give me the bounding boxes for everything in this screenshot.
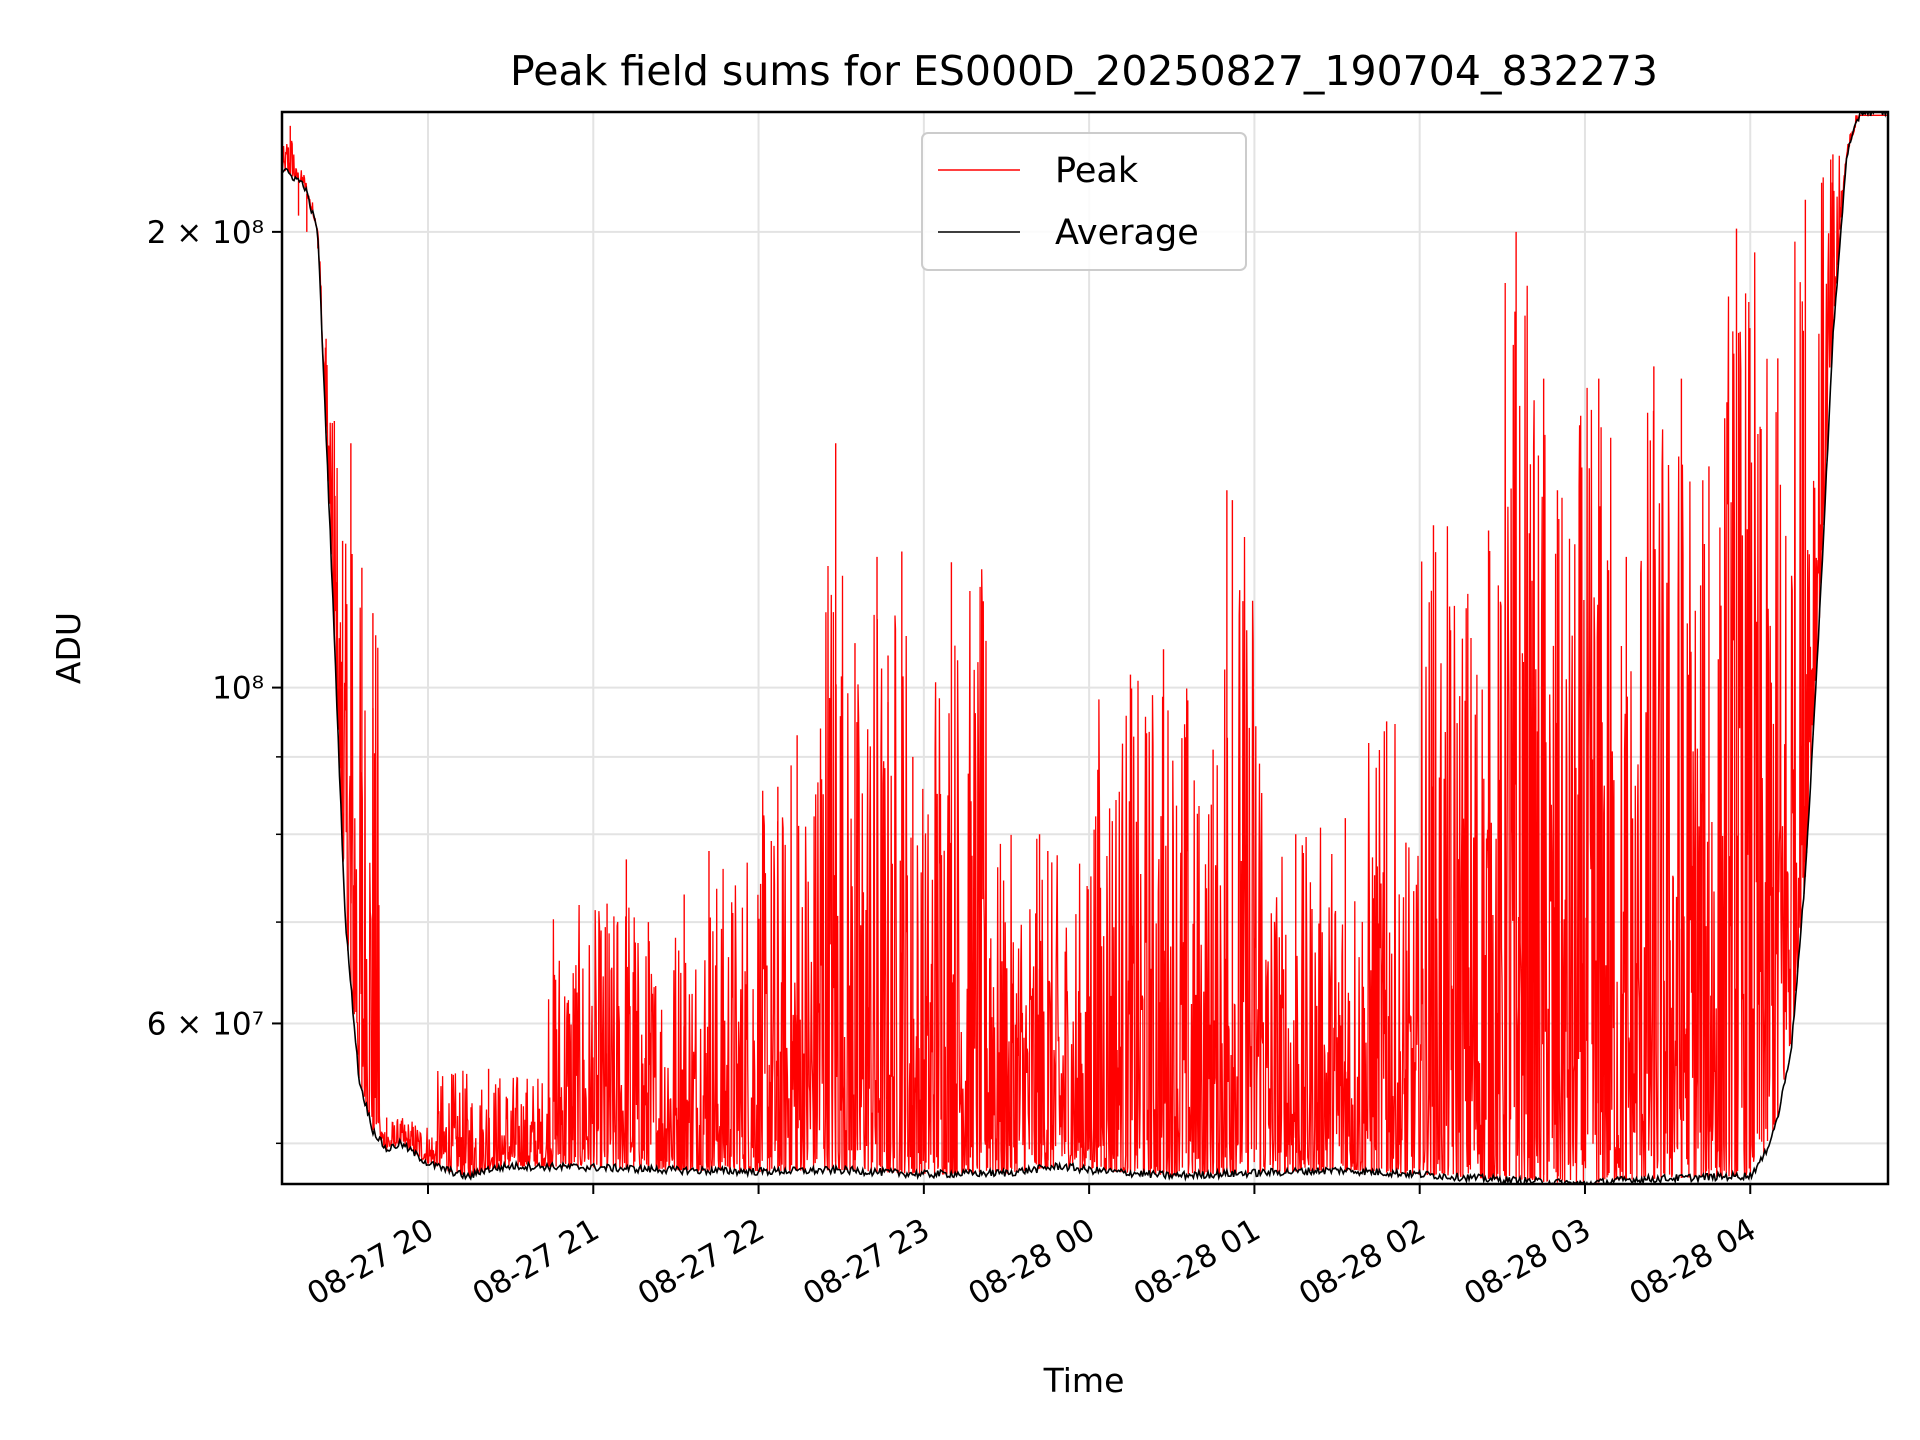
- series-layer: [282, 112, 1888, 1184]
- legend-label-average: Average: [1055, 213, 1199, 253]
- chart-title: Peak field sums for ES000D_20250827_1907…: [510, 47, 1658, 95]
- y-axis-label: ADU: [49, 612, 88, 684]
- y-tick-label: 6 × 10⁷: [147, 1006, 264, 1042]
- legend-label-peak: Peak: [1055, 151, 1139, 191]
- x-axis-label: Time: [1043, 1361, 1125, 1400]
- plot-frame: [280, 110, 1890, 1186]
- legend-box: [921, 132, 1247, 271]
- y-tick-label: 10⁸: [212, 671, 264, 707]
- series-line-peak: [282, 114, 1888, 1184]
- series-line-average: [282, 112, 1887, 1184]
- y-axis: 6 × 10⁷ 10⁸ 2 × 10⁸: [147, 215, 282, 1145]
- plot-area: [282, 112, 1888, 1184]
- y-tick-label: 2 × 10⁸: [147, 215, 264, 251]
- legend: Peak Average: [921, 132, 1247, 271]
